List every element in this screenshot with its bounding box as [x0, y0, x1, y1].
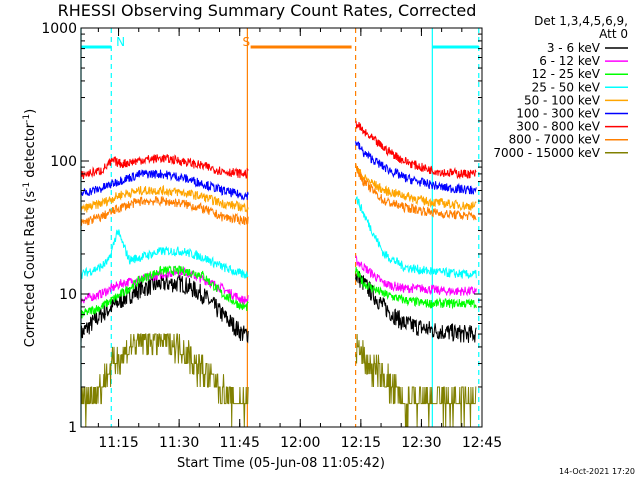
series-line	[80, 271, 477, 344]
x-tick-label: 11:15	[98, 435, 138, 451]
legend-label: 12 - 25 keV	[532, 67, 601, 81]
x-axis-ticks: 11:15 11:30 11:45 12:00 12:15 12:30 12:45	[97, 28, 502, 451]
x-tick-label: 12:30	[401, 435, 441, 451]
legend-header-line-2: Att 0	[599, 27, 628, 41]
legend-label: 50 - 100 keV	[524, 93, 601, 107]
x-tick-label: 12:15	[341, 435, 381, 451]
series-lines	[80, 120, 477, 428]
series-line	[81, 333, 477, 428]
flag-label: S	[243, 35, 251, 49]
legend-label: 300 - 800 keV	[516, 120, 600, 134]
legend-label: 25 - 50 keV	[532, 80, 601, 94]
y-tick-label: 100	[50, 154, 77, 170]
series-line	[80, 120, 477, 180]
legend-header-line-1: Det 1,3,4,5,6,9,	[534, 14, 628, 28]
x-tick-label: 12:45	[462, 435, 502, 451]
plot-frame	[80, 27, 483, 428]
legend-label: 3 - 6 keV	[547, 41, 601, 55]
x-tick-label: 11:30	[159, 435, 199, 451]
flag-label: N	[116, 35, 125, 49]
legend-label: 100 - 300 keV	[516, 107, 600, 121]
legend-label: 800 - 7000 keV	[509, 133, 601, 147]
y-tick-label: 10	[59, 287, 77, 303]
series-line	[80, 196, 477, 279]
y-tick-label: 1000	[41, 21, 77, 37]
x-tick-label: 11:45	[220, 435, 260, 451]
generated-timestamp: 14-Oct-2021 17:20	[559, 467, 635, 476]
y-tick-label: 1	[68, 420, 77, 436]
x-tick-label: 12:00	[280, 435, 320, 451]
series-line	[80, 141, 477, 201]
x-axis-label: Start Time (05-Jun-08 11:05:42)	[177, 456, 385, 471]
series-line	[80, 163, 477, 226]
series-line	[80, 255, 477, 305]
chart-title: RHESSI Observing Summary Count Rates, Co…	[58, 1, 477, 20]
legend-label: 6 - 12 keV	[539, 54, 601, 68]
series-line	[80, 265, 477, 319]
series-line	[80, 163, 477, 214]
y-axis-label: Corrected Count Rate (s-1 detector-1)	[22, 109, 38, 347]
y-axis-ticks: 1 10 100 1000	[41, 21, 482, 436]
legend-label: 7000 - 15000 keV	[493, 146, 600, 160]
